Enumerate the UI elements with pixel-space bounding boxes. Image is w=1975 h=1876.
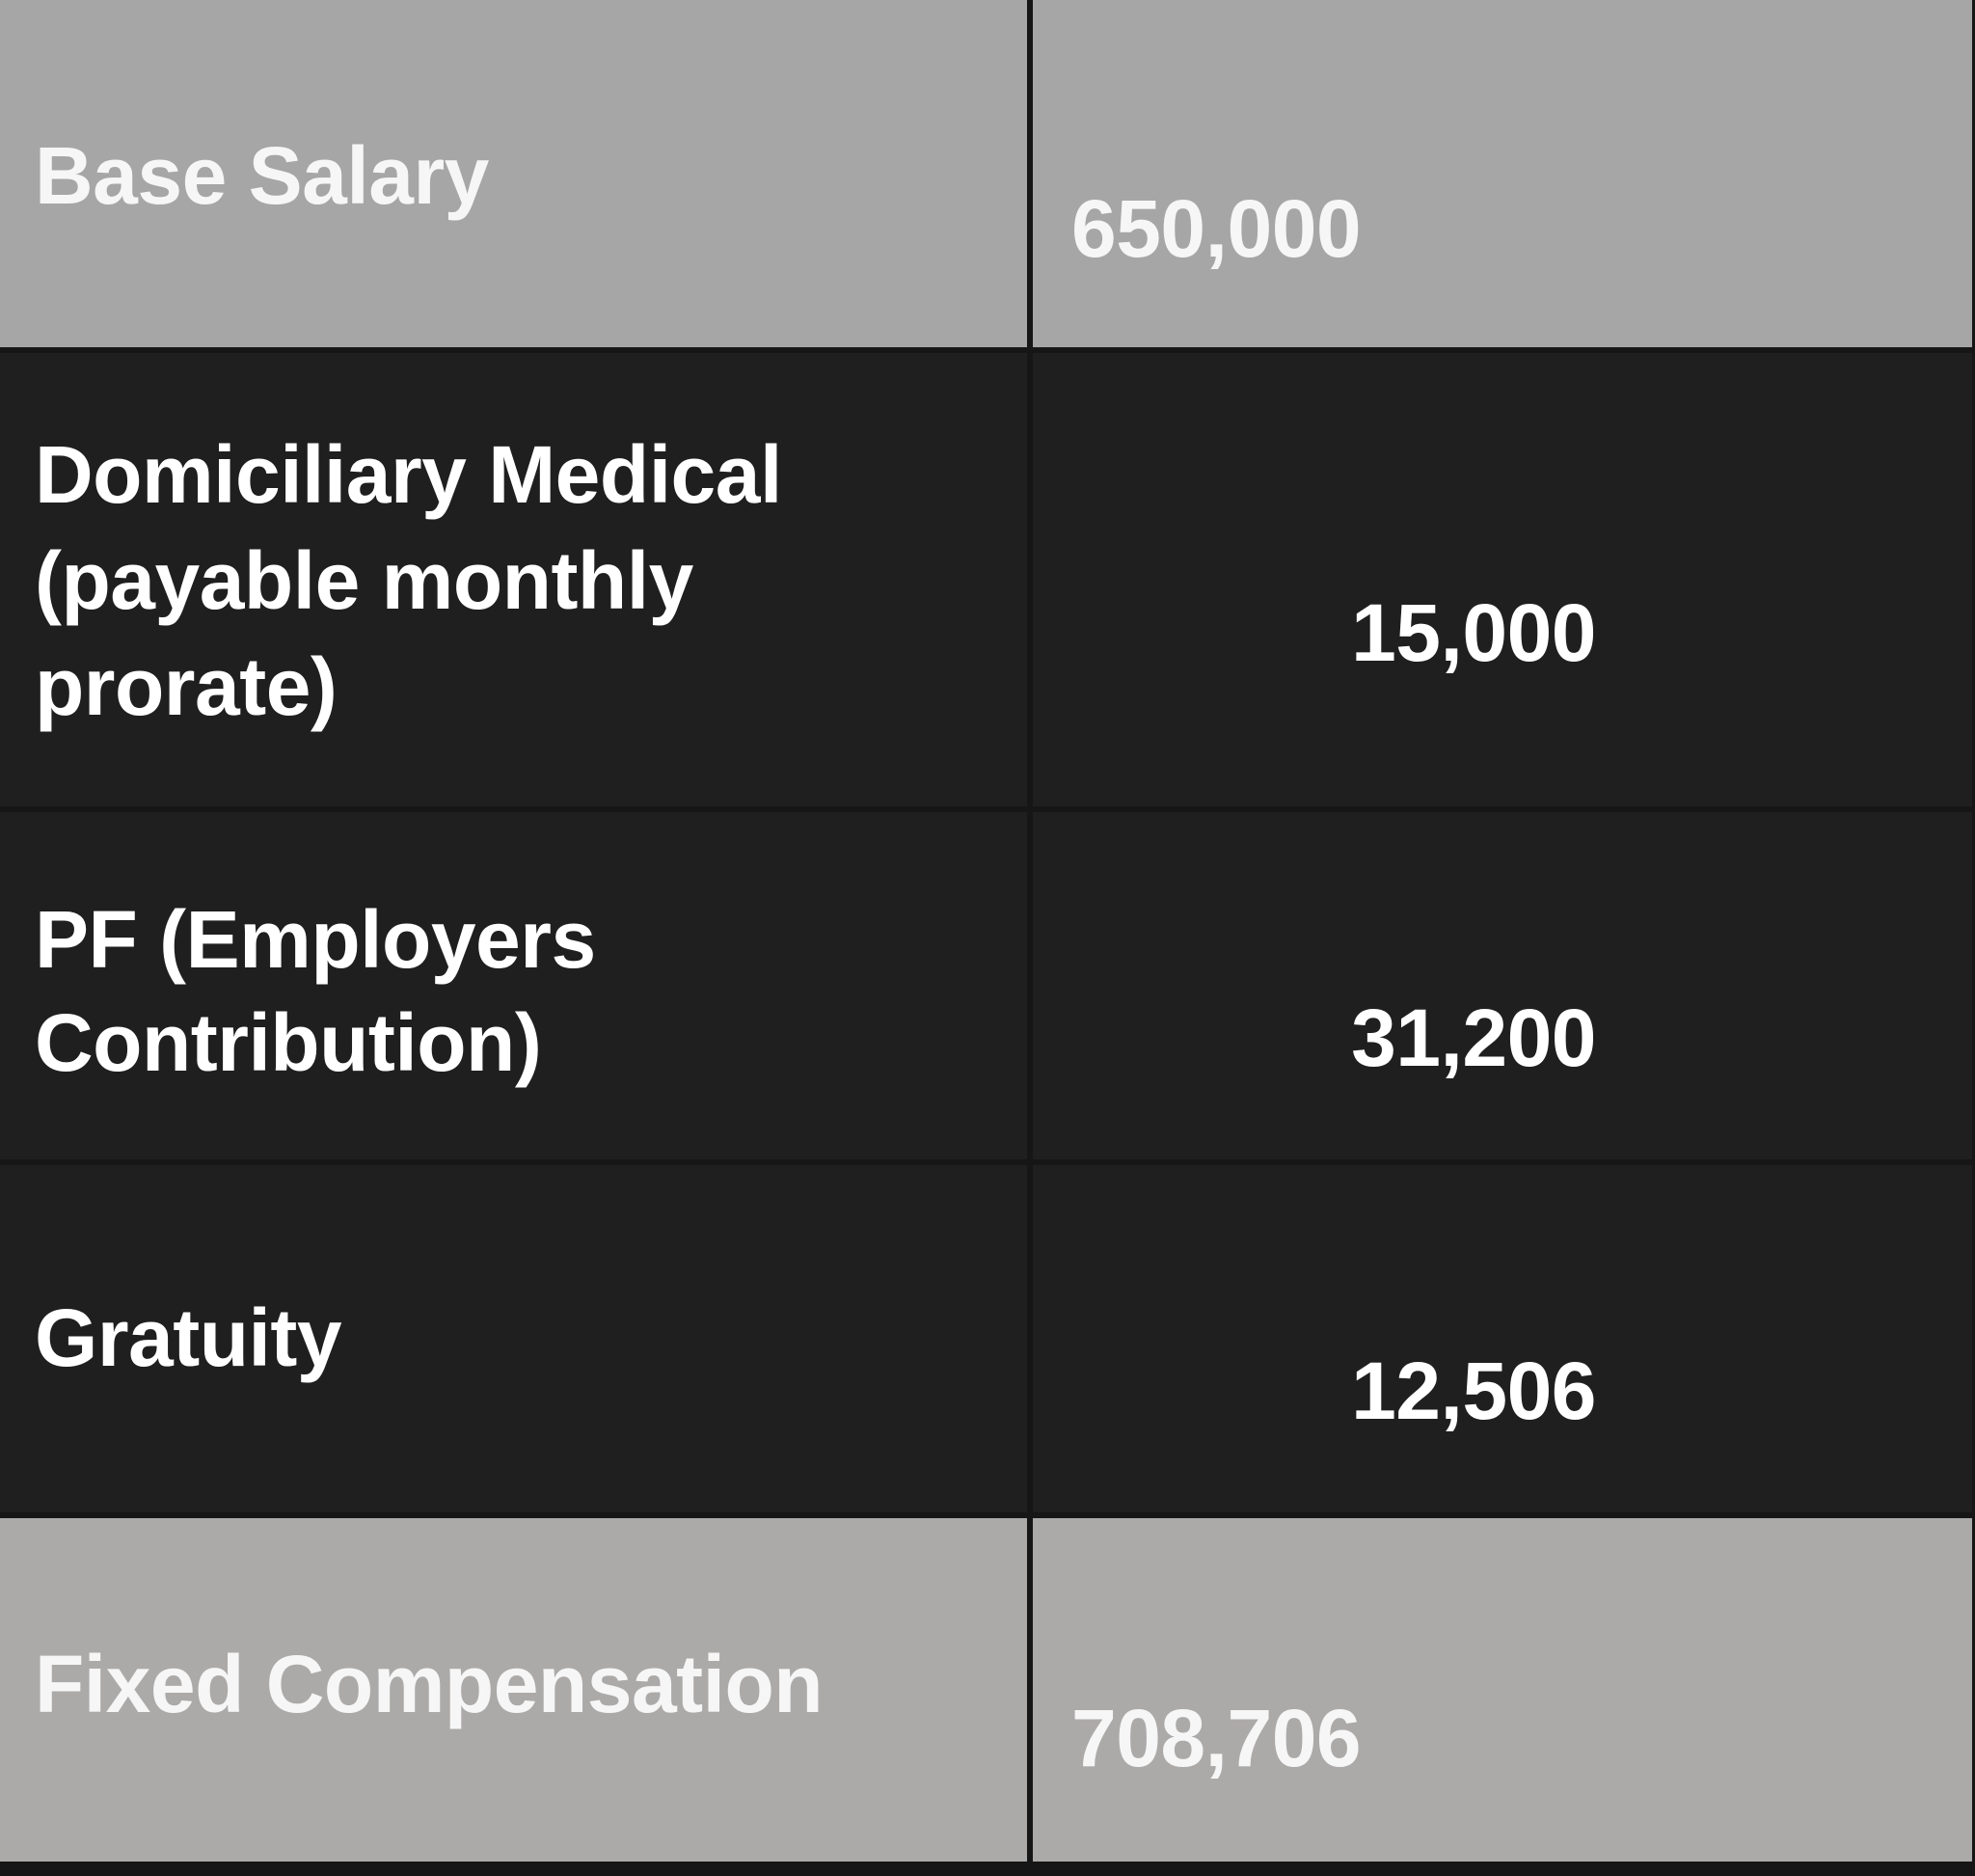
row-label-line: PF (Employers bbox=[35, 894, 596, 985]
row-value: 31,200 bbox=[1351, 992, 1596, 1083]
row-label: Gratuity bbox=[35, 1292, 342, 1383]
row-label-line: Contribution) bbox=[35, 997, 542, 1088]
value-cell: 650,000 bbox=[1033, 0, 1972, 347]
row-value: 15,000 bbox=[1351, 587, 1596, 678]
table-row-base-salary: Base Salary 650,000 bbox=[0, 0, 1975, 347]
row-label: Fixed Compensation bbox=[35, 1639, 824, 1729]
row-label-line: (payable monthly bbox=[35, 535, 693, 626]
row-label-line: prorate) bbox=[35, 641, 338, 732]
table-row-domiciliary-medical: Domiciliary Medical (payable monthly pro… bbox=[0, 353, 1975, 806]
table-row-gratuity: Gratuity 12,506 bbox=[0, 1165, 1975, 1512]
label-cell: Domiciliary Medical (payable monthly pro… bbox=[0, 353, 1027, 806]
value-cell: 31,200 bbox=[1033, 812, 1972, 1159]
table-row-pf-employers-contribution: PF (Employers Contribution) 31,200 bbox=[0, 812, 1975, 1159]
value-cell: 15,000 bbox=[1033, 353, 1972, 806]
label-cell: Fixed Compensation bbox=[0, 1518, 1027, 1862]
label-cell: PF (Employers Contribution) bbox=[0, 812, 1027, 1159]
row-value: 650,000 bbox=[1071, 183, 1362, 274]
row-value: 12,506 bbox=[1351, 1346, 1596, 1436]
label-cell: Base Salary bbox=[0, 0, 1027, 347]
row-label-line: Domiciliary Medical bbox=[35, 429, 782, 520]
table-row-fixed-compensation: Fixed Compensation 708,706 bbox=[0, 1518, 1975, 1862]
label-cell: Gratuity bbox=[0, 1165, 1027, 1512]
row-label: Base Salary bbox=[35, 130, 489, 221]
value-cell: 12,506 bbox=[1033, 1165, 1972, 1512]
value-cell: 708,706 bbox=[1033, 1518, 1972, 1862]
row-value: 708,706 bbox=[1071, 1693, 1362, 1783]
